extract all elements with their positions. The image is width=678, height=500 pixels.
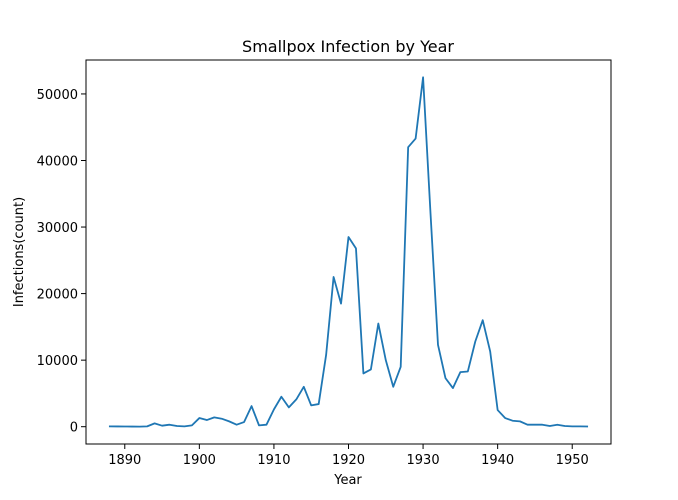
- line-layer: [108, 76, 589, 428]
- y-axis-label: Infections(count): [12, 197, 27, 307]
- x-tick-label: 1920: [332, 453, 365, 468]
- series-line: [108, 76, 589, 428]
- x-tick-label: 1900: [183, 453, 216, 468]
- chart-title: Smallpox Infection by Year: [242, 37, 454, 56]
- x-tick-label: 1890: [108, 453, 141, 468]
- y-tick-label: 10000: [37, 354, 78, 369]
- y-axis: 0 10000 20000 30000 40000 50000: [37, 88, 86, 436]
- y-tick-label: 30000: [37, 221, 78, 236]
- y-tick-label: 40000: [37, 154, 78, 169]
- plot-area: 1890 1900 1910 1920 1930 1940 1950 0 10000 20000…: [37, 59, 612, 468]
- x-tick-label: 1930: [407, 453, 440, 468]
- y-tick-label: 50000: [37, 88, 78, 103]
- x-tick-label: 1910: [257, 453, 290, 468]
- x-tick-label: 1940: [481, 453, 514, 468]
- y-tick-label: 20000: [37, 288, 78, 303]
- x-tick-label: 1950: [556, 453, 589, 468]
- x-axis: 1890 1900 1910 1920 1930 1940 1950: [108, 444, 589, 468]
- x-axis-label: Year: [333, 473, 362, 488]
- y-tick-label: 0: [70, 421, 78, 436]
